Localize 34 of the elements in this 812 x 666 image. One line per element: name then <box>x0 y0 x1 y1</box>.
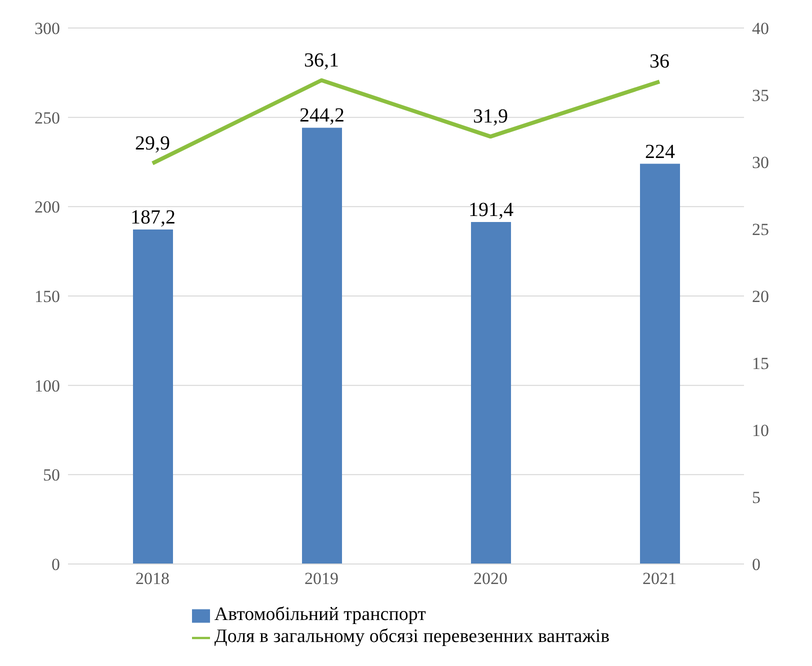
y-tick-label: 250 <box>34 108 60 128</box>
data-label: 224 <box>645 140 675 163</box>
y-tick-label: 200 <box>34 198 60 217</box>
data-label: 36 <box>650 50 670 73</box>
y2-tick-label: 20 <box>752 287 769 306</box>
y-tick-label: 50 <box>43 466 60 485</box>
bar <box>640 164 680 564</box>
bar <box>471 222 511 564</box>
bar <box>133 230 173 564</box>
legend-label: Автомобільний транспорт <box>214 604 426 625</box>
y-tick-label: 300 <box>34 19 60 38</box>
y2-tick-label: 30 <box>752 153 769 172</box>
x-tick-label: 2019 <box>304 569 338 588</box>
legend-label: Доля в загальному обсязі перевезенних вантажів <box>214 626 610 647</box>
y-tick-label: 150 <box>34 287 60 306</box>
y2-tick-label: 0 <box>752 555 760 574</box>
data-label: 31,9 <box>473 106 508 128</box>
y2-tick-label: 25 <box>752 220 769 240</box>
y2-tick-label: 40 <box>752 19 769 38</box>
y2-tick-label: 10 <box>752 421 769 440</box>
y2-tick-label: 35 <box>752 86 769 106</box>
y2-tick-label: 15 <box>752 354 769 374</box>
x-tick-label: 2021 <box>642 569 676 588</box>
data-label: 191,4 <box>468 199 514 222</box>
y-tick-label: 0 <box>52 555 60 574</box>
y2-tick-label: 5 <box>752 488 760 508</box>
bar <box>302 128 342 564</box>
x-tick-label: 2018 <box>136 569 170 588</box>
data-label: 29,9 <box>135 132 170 154</box>
y-tick-label: 100 <box>34 376 60 396</box>
data-label: 187,2 <box>130 206 176 229</box>
x-tick-label: 2020 <box>474 569 508 588</box>
data-label: 36,1 <box>304 49 339 72</box>
data-label: 244,2 <box>300 104 344 127</box>
